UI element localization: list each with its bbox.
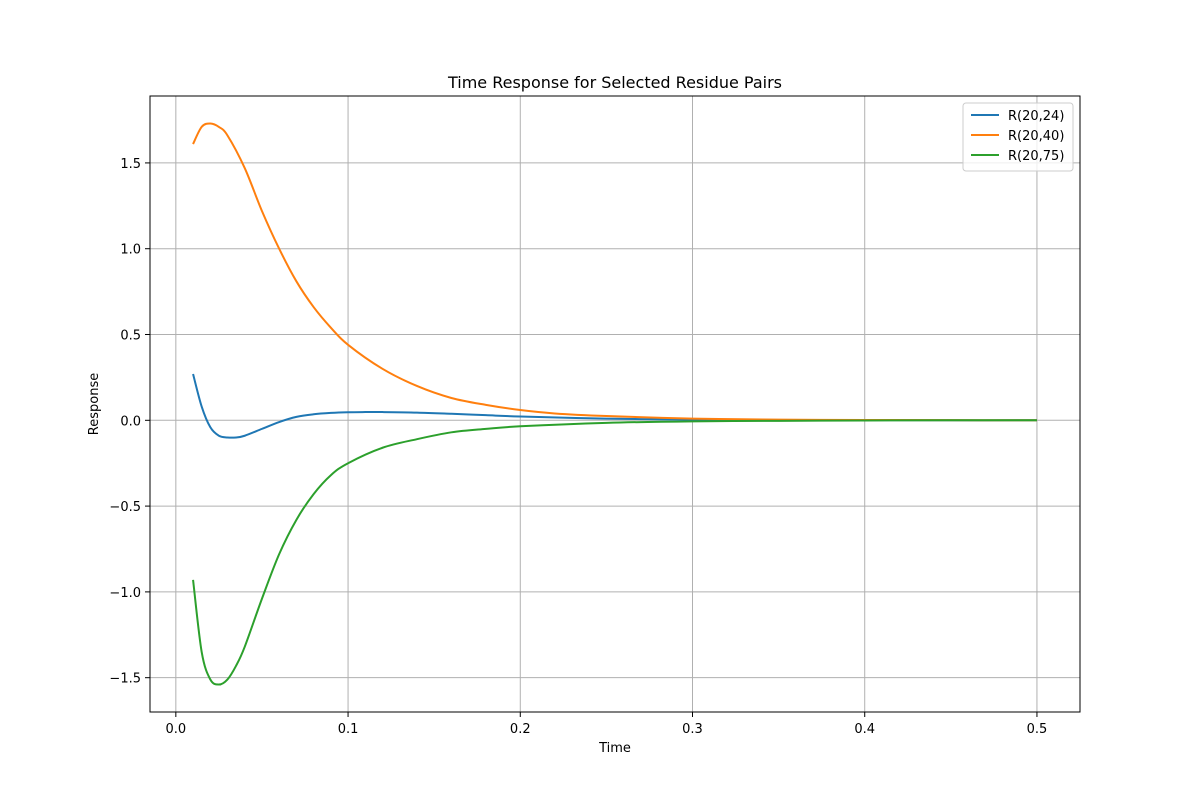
axis-ticks: 0.0 0.1 0.2 0.3 0.4 0.5 −1.5 −1.0 −0.5 0.0 0.5 1.0 1… (109, 157, 1047, 737)
legend: R(20,24) R(20,40) R(20,75) (962, 102, 1074, 172)
legend-label: R(20,40) (1008, 129, 1064, 144)
chart-title: Time Response for Selected Residue Pairs (447, 73, 782, 92)
y-axis-label: Response (87, 373, 102, 435)
y-tick-label: −1.5 (109, 672, 141, 687)
y-tick-label: 0.5 (120, 329, 141, 344)
x-tick-label: 0.2 (510, 722, 531, 737)
legend-label: R(20,24) (1008, 109, 1064, 124)
y-tick-label: 1.5 (120, 157, 141, 172)
x-axis-label: Time (598, 741, 631, 756)
plot-frame (149, 95, 1081, 713)
series-line-2 (192, 122, 1037, 422)
y-tick-label: −0.5 (109, 500, 141, 515)
x-tick-label: 0.4 (854, 722, 875, 737)
y-tick-label: 0.0 (120, 414, 141, 429)
y-tick-label: −1.0 (109, 586, 141, 601)
x-tick-label: 0.1 (338, 722, 359, 737)
series-lines (192, 122, 1037, 686)
series-line-3 (192, 419, 1037, 686)
y-tick-label: 1.0 (120, 243, 141, 258)
x-tick-label: 0.5 (1027, 722, 1048, 737)
x-tick-label: 0.3 (682, 722, 703, 737)
legend-label: R(20,75) (1008, 149, 1064, 164)
x-tick-label: 0.0 (165, 722, 186, 737)
